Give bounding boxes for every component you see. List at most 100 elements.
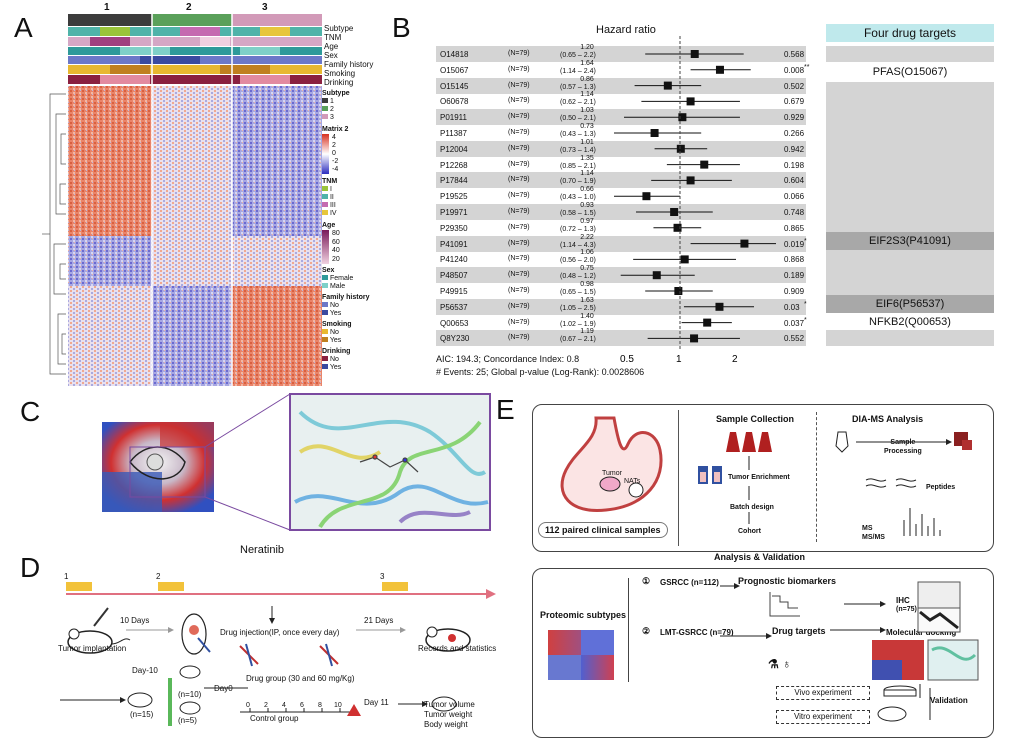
swatch-icon [322,310,328,315]
hazard-ratio: 0.66 [580,186,594,194]
hazard-ratio: 1.14 [580,170,594,178]
n-count: (N=79) [508,176,530,184]
confidence-interval: (0.43 – 1.0) [560,194,596,202]
label-tumor: Tumor [602,470,622,477]
hazard-ratio: 1.40 [580,312,594,320]
sample-processing-line1: Sample [890,439,916,446]
protein-id: P41091 [440,239,468,249]
confidence-interval: (0.43 – 1.3) [560,131,596,138]
msms-label: MS/MS [862,534,885,541]
track-label-subtype: Subtype [324,24,354,33]
hazard-ratio: 0.98 [580,281,594,288]
analysis-validation-title: Analysis & Validation [714,552,806,562]
circle-2: ② [642,626,651,636]
ihc: IHC [896,596,910,605]
outcomes: Tumor volume Tumor weight Body weight [424,700,475,730]
heatmap-legend: Subtype 1 2 3 Matrix 2 4 2 0 -2 -4 TNM I… [322,90,392,372]
docking-image [102,393,491,531]
swatch-icon [322,194,328,199]
tick: 0 [246,702,250,709]
validation-label: Validation [930,696,968,705]
tumor-enrichment: Tumor Enrichment [728,474,790,481]
p-value: 0.679 [784,97,805,107]
n15: (n=15) [130,710,154,719]
p-value: 0.198 [784,160,805,170]
control-group: Control group [250,714,299,723]
sample-collection-title: Sample Collection [716,414,795,424]
forest-row: P19525 (N=79) 0.66 (0.43 – 1.0) 0.066 [436,186,806,204]
end-marker-icon [347,704,361,716]
drug-eif6: EIF6(P56537) [826,295,994,313]
drug-targets-header: Four drug targets [826,24,994,42]
protein-id: P48507 [440,271,468,281]
swatch-icon [322,210,328,215]
tick: -4 [332,166,339,173]
hazard-ratio: 1.64 [580,59,594,67]
drug-targets: Drug targets [772,626,826,636]
circle-1: ① [642,576,651,586]
n-count: (N=79) [508,302,530,310]
legend-smoking-no: No [322,329,392,337]
subtype-track-3 [232,14,322,26]
hazard-ratio: 1.14 [580,91,594,99]
mouse-icon [127,692,153,708]
flask-icon: ⚗ ♁ [768,657,792,671]
n5: (n=5) [178,716,197,725]
hazard-ratio: 1.35 [580,154,594,162]
mouse-icon [877,706,907,722]
p-value: 0.189 [784,271,805,281]
cluster-label-1: 1 [104,2,110,13]
swatch-icon [322,114,328,119]
p-value: 0.865 [784,223,805,233]
heatmap-figure [42,14,322,386]
forest-row: O15145 (N=79) 0.86 (0.57 – 1.3) 0.502 [436,76,806,94]
track-labels: Subtype TNM Age Sex Family history Smoki… [324,24,373,87]
drug-col-bg-4 [826,330,994,346]
protein-id: P29350 [440,223,468,233]
tick: 60 [332,238,340,246]
legend-sex-male: Male [322,283,392,291]
tick: -2 [332,158,339,165]
hazard-ratio: 0.97 [580,217,594,225]
confidence-interval: (1.14 – 2.4) [560,67,596,75]
drug-name-neratinib: Neratinib [240,544,285,556]
panel-label-c: C [20,396,41,427]
hazard-ratio: 1.63 [580,296,594,304]
confidence-interval: (0.58 – 1.5) [560,210,596,217]
x-tick-label: 2 [732,354,738,365]
swatch-icon [322,329,328,334]
p-value: 0.909 [784,287,805,296]
syringe-illustrations [239,643,339,667]
p-value: 0.942 [784,144,805,154]
forest-row: P48507 (N=79) 0.75 (0.48 – 1.2) 0.189 [436,265,806,284]
dia-ms-illustration [835,431,972,536]
ihc-n: (n=75) [896,606,917,613]
protein-id: Q00653 [440,318,469,328]
legend-tnm-iii: III [322,202,392,210]
cohort: Cohort [738,528,761,535]
n-count: (N=79) [508,287,530,294]
legend-age-scale: 80 60 40 20 [322,230,392,264]
swatch-icon [322,364,328,369]
legend-drinking-no: No [322,356,392,364]
phase-1-marker [66,582,92,591]
p-value: 0.868 [784,255,805,265]
forest-row: P56537 (N=79) 1.63 (1.05 – 2.5) 0.03 * [436,296,807,315]
cluster-label-3: 3 [262,2,268,13]
drug-target-thumb: ⚗ ♁ [768,657,792,671]
n-count: (N=79) [508,65,530,73]
track-label-age: Age [324,42,339,51]
subtype-track-2 [152,14,232,26]
mouse-icon [67,628,131,654]
timeline-illustrations [67,606,471,655]
confidence-interval: (1.05 – 2.5) [560,304,596,312]
swatch-icon [322,337,328,342]
sample-collection-illustration [698,432,772,524]
n-count: (N=79) [508,113,530,121]
x-tick-label: 0.5 [620,354,634,365]
stomach-illustration [560,416,663,512]
tick: 40 [332,247,340,254]
p-value: 0.568 [784,50,805,59]
day-11: Day 11 [364,698,389,707]
forest-row: Q8Y230 (N=79) 1.19 (0.67 – 2.1) 0.552 [436,328,806,347]
